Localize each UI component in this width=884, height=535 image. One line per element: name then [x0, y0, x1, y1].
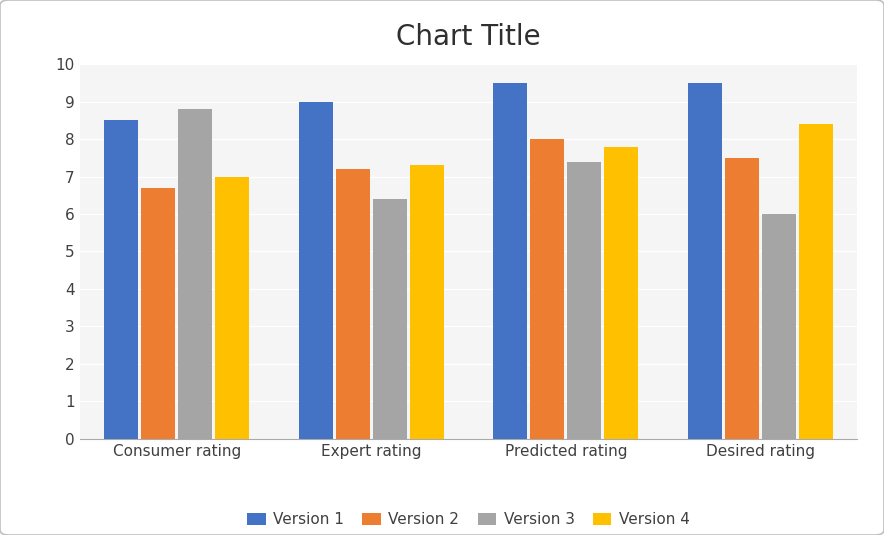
Bar: [604, 147, 638, 439]
Bar: [530, 139, 564, 439]
Bar: [409, 165, 444, 439]
Bar: [798, 124, 833, 439]
Bar: [299, 102, 333, 439]
Bar: [215, 177, 249, 439]
Bar: [336, 169, 370, 439]
Bar: [373, 199, 407, 439]
Bar: [568, 162, 601, 439]
Bar: [104, 120, 139, 439]
Title: Chart Title: Chart Title: [396, 23, 541, 51]
Bar: [179, 109, 212, 439]
Bar: [141, 188, 175, 439]
Bar: [493, 83, 528, 439]
Bar: [688, 83, 722, 439]
Legend: Version 1, Version 2, Version 3, Version 4: Version 1, Version 2, Version 3, Version…: [241, 506, 696, 533]
Bar: [762, 214, 796, 439]
Bar: [725, 158, 758, 439]
